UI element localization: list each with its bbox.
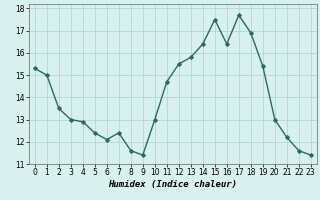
X-axis label: Humidex (Indice chaleur): Humidex (Indice chaleur) (108, 180, 237, 189)
